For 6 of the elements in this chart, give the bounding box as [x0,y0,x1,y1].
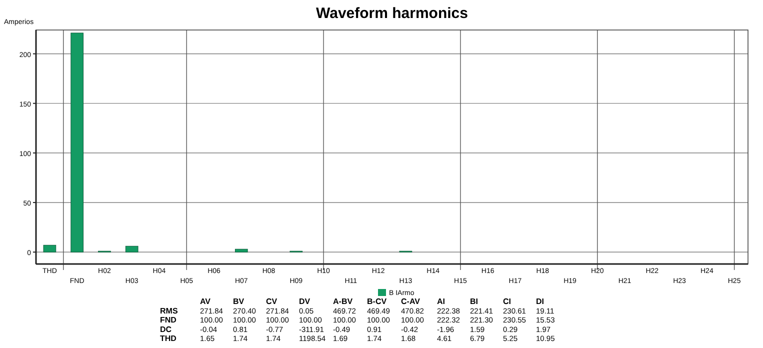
bar [70,32,84,252]
chart-title: Waveform harmonics [316,5,468,22]
text: AV BV CV DV A-BV B-CV C-AV AI BI CI DI [200,297,544,306]
bar [234,248,248,252]
bar [125,246,138,252]
bar [43,244,56,252]
